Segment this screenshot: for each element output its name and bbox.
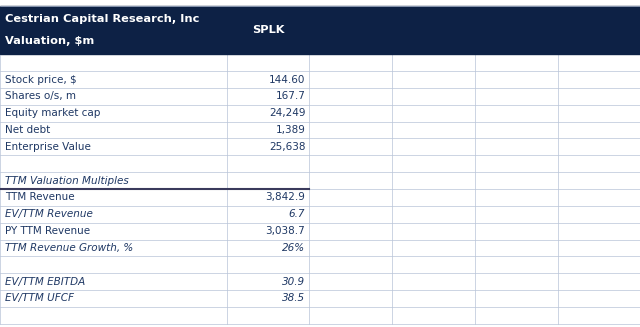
Text: 144.60: 144.60	[269, 75, 305, 85]
Text: 3,038.7: 3,038.7	[266, 226, 305, 236]
Text: 3,842.9: 3,842.9	[266, 192, 305, 202]
Text: 30.9: 30.9	[282, 277, 305, 287]
Text: 38.5: 38.5	[282, 293, 305, 303]
Text: PY TTM Revenue: PY TTM Revenue	[5, 226, 90, 236]
Text: SPLK: SPLK	[252, 25, 284, 35]
Text: 25,638: 25,638	[269, 142, 305, 152]
Text: Net debt: Net debt	[5, 125, 51, 135]
Text: 6.7: 6.7	[289, 209, 305, 219]
Text: EV/TTM UFCF: EV/TTM UFCF	[5, 293, 74, 303]
Text: Stock price, $: Stock price, $	[5, 75, 77, 85]
Text: Valuation, $m: Valuation, $m	[5, 36, 94, 46]
Bar	[0, 6, 640, 54]
Text: 26%: 26%	[282, 243, 305, 253]
Text: EV/TTM EBITDA: EV/TTM EBITDA	[5, 277, 85, 287]
Text: EV/TTM Revenue: EV/TTM Revenue	[5, 209, 93, 219]
Text: Shares o/s, m: Shares o/s, m	[5, 91, 76, 101]
Text: TTM Revenue Growth, %: TTM Revenue Growth, %	[5, 243, 133, 253]
Text: TTM Valuation Multiples: TTM Valuation Multiples	[5, 176, 129, 186]
Text: 1,389: 1,389	[275, 125, 305, 135]
Text: 167.7: 167.7	[275, 91, 305, 101]
Text: TTM Revenue: TTM Revenue	[5, 192, 75, 202]
Text: Equity market cap: Equity market cap	[5, 108, 100, 118]
Text: Enterprise Value: Enterprise Value	[5, 142, 91, 152]
Text: Cestrian Capital Research, Inc: Cestrian Capital Research, Inc	[5, 14, 200, 25]
Text: 24,249: 24,249	[269, 108, 305, 118]
